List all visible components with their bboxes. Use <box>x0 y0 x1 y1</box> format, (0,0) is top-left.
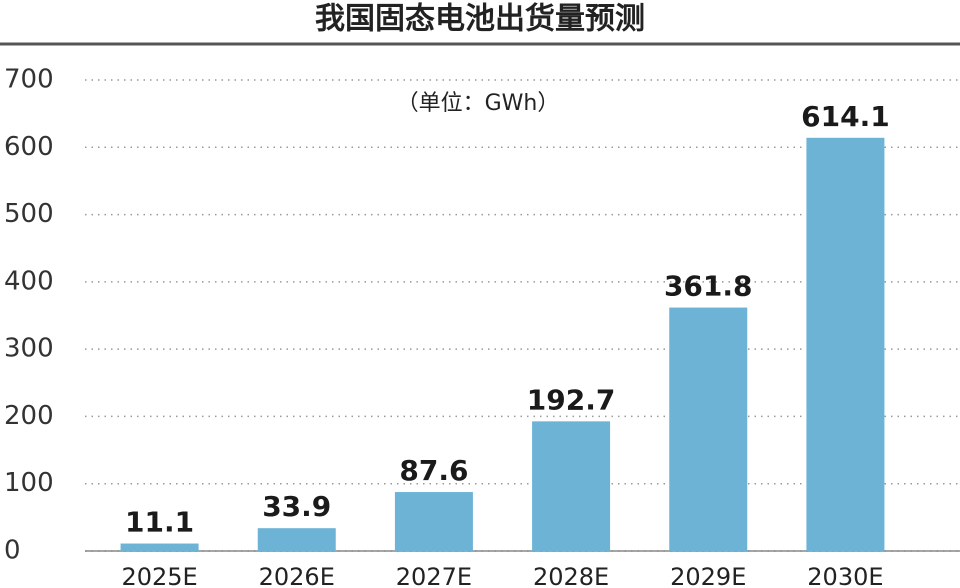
value-label: 87.6 <box>399 454 468 487</box>
y-tick-label: 600 <box>4 132 54 162</box>
bar <box>532 421 611 551</box>
chart-title: 我国固态电池出货量预测 <box>315 2 645 37</box>
bar <box>669 307 748 551</box>
x-tick-label: 2030E <box>807 563 883 588</box>
value-label: 614.1 <box>801 100 890 133</box>
bar <box>257 528 336 551</box>
bar <box>120 543 199 551</box>
x-tick-label: 2026E <box>259 563 335 588</box>
y-tick-label: 700 <box>4 65 54 95</box>
value-label: 33.9 <box>262 490 331 523</box>
value-label: 361.8 <box>664 270 753 303</box>
y-tick-label: 400 <box>4 266 54 296</box>
x-tick-label: 2027E <box>396 563 472 588</box>
value-label: 192.7 <box>527 383 616 416</box>
y-tick-label: 500 <box>4 199 54 229</box>
unit-label: （单位：GWh） <box>397 91 560 116</box>
y-tick-label: 300 <box>4 334 54 364</box>
x-tick-label: 2028E <box>533 563 609 588</box>
bar <box>394 492 473 551</box>
x-tick-label: 2025E <box>121 563 197 588</box>
value-label: 11.1 <box>125 506 194 539</box>
bar <box>806 137 885 551</box>
y-tick-label: 200 <box>4 401 54 431</box>
y-tick-label: 0 <box>4 536 21 566</box>
y-tick-label: 100 <box>4 468 54 498</box>
x-tick-label: 2029E <box>670 563 746 588</box>
